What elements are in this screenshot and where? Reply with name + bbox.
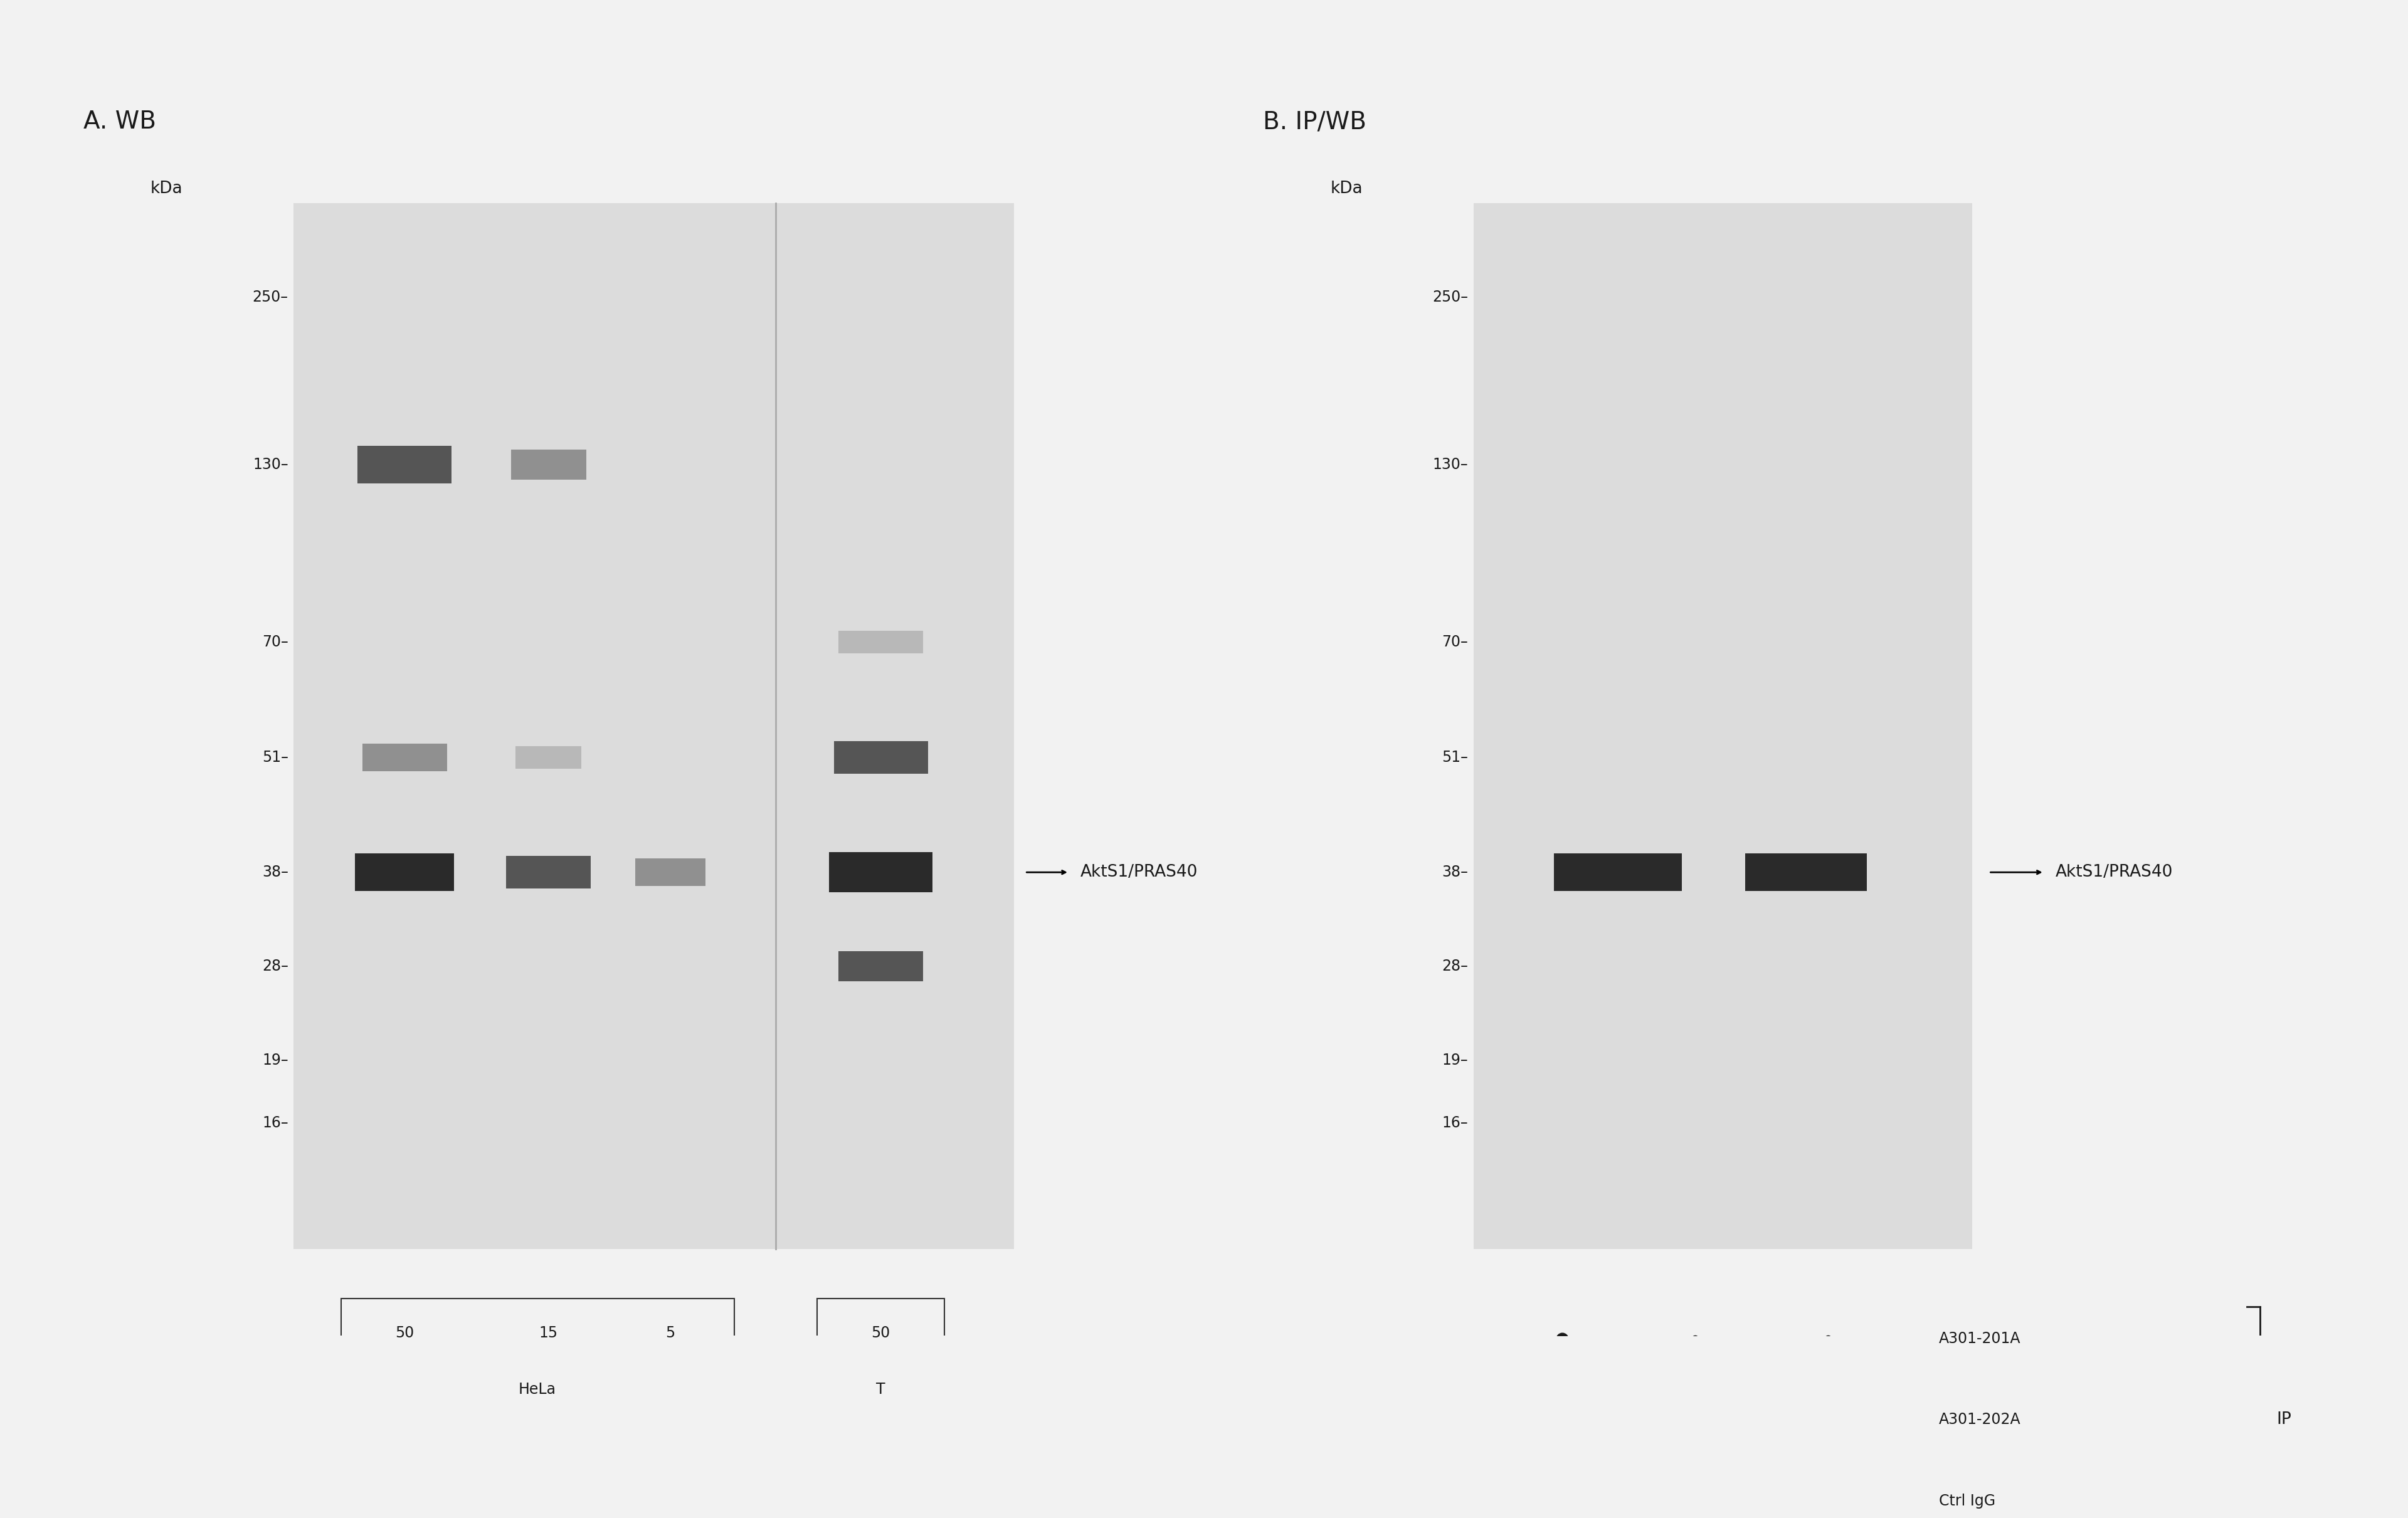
Text: A301-201A: A301-201A [1938, 1331, 2020, 1346]
Text: A301-202A: A301-202A [1938, 1412, 2020, 1427]
Bar [506, 856, 590, 888]
Text: Ctrl IgG: Ctrl IgG [1938, 1494, 1996, 1509]
Text: 50: 50 [872, 1325, 891, 1340]
Text: 130–: 130– [253, 457, 289, 472]
Bar [833, 741, 927, 774]
Bar [1746, 853, 1866, 891]
Point [1676, 1327, 1714, 1351]
Point [1544, 1327, 1582, 1351]
Text: 19–: 19– [262, 1053, 289, 1069]
Text: AktS1/PRAS40: AktS1/PRAS40 [1081, 864, 1197, 880]
Point [1808, 1407, 1847, 1431]
Text: 130–: 130– [1433, 457, 1469, 472]
Bar [1553, 853, 1681, 891]
Point [1544, 1407, 1582, 1431]
Text: kDa: kDa [1329, 181, 1363, 197]
Text: B. IP/WB: B. IP/WB [1264, 109, 1368, 134]
Text: 50: 50 [395, 1325, 414, 1340]
Text: 28–: 28– [262, 959, 289, 975]
Text: 19–: 19– [1442, 1053, 1469, 1069]
Text: 38–: 38– [1442, 865, 1469, 880]
Bar [356, 446, 453, 483]
Bar [361, 744, 448, 771]
Bar [510, 449, 585, 480]
Bar [828, 853, 932, 893]
Text: 15: 15 [539, 1325, 559, 1340]
Text: 5: 5 [665, 1325, 674, 1340]
Text: 16–: 16– [1442, 1116, 1469, 1131]
Bar [1474, 203, 1972, 1249]
Text: 38–: 38– [262, 865, 289, 880]
Text: 28–: 28– [1442, 959, 1469, 975]
Bar [515, 745, 580, 768]
Text: 70–: 70– [1442, 635, 1469, 650]
Text: 51–: 51– [262, 750, 289, 765]
Text: 16–: 16– [262, 1116, 289, 1131]
Point [1544, 1489, 1582, 1513]
Point [1676, 1489, 1714, 1513]
Bar [294, 203, 1014, 1249]
Text: A. WB: A. WB [84, 109, 157, 134]
Bar [636, 859, 706, 887]
Text: HeLa: HeLa [518, 1381, 556, 1397]
Text: 51–: 51– [1442, 750, 1469, 765]
Point [1808, 1489, 1847, 1513]
Text: kDa: kDa [149, 181, 183, 197]
Text: T: T [877, 1381, 886, 1397]
Text: IP: IP [2278, 1412, 2292, 1428]
Point [1808, 1327, 1847, 1351]
Text: 250–: 250– [1433, 290, 1469, 305]
Bar [342, 1298, 734, 1366]
Bar [354, 853, 455, 891]
Text: AktS1/PRAS40: AktS1/PRAS40 [2056, 864, 2172, 880]
Text: 250–: 250– [253, 290, 289, 305]
Bar [838, 952, 922, 981]
Bar [838, 631, 922, 653]
Bar [816, 1298, 944, 1366]
Text: 70–: 70– [262, 635, 289, 650]
Point [1676, 1407, 1714, 1431]
